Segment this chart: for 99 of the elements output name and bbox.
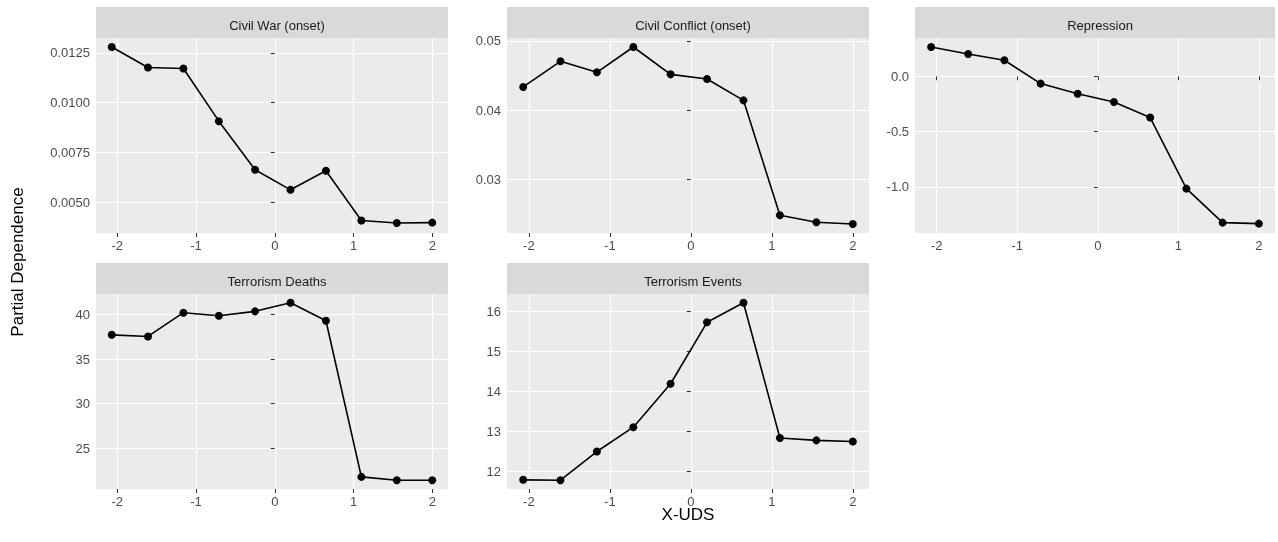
- point: [592, 68, 601, 77]
- x-tick-label: 0: [1094, 238, 1102, 253]
- point: [214, 311, 223, 320]
- x-tick-label: 2: [428, 494, 436, 509]
- y-tick-label: 0.04: [475, 102, 501, 118]
- point: [251, 165, 260, 174]
- point: [107, 42, 116, 51]
- x-tick-label: -1: [190, 494, 202, 509]
- point: [629, 423, 638, 432]
- x-tick-label: 1: [768, 494, 776, 509]
- point: [964, 49, 973, 58]
- point: [286, 298, 295, 307]
- x-tick-label: 1: [768, 238, 776, 253]
- point: [666, 70, 675, 79]
- x-tick-label: 1: [349, 494, 358, 509]
- x-tick-label: -2: [523, 494, 535, 509]
- y-tick-label: 14: [486, 383, 501, 399]
- point: [848, 219, 857, 228]
- point: [1182, 184, 1191, 193]
- y-tick-label: 25: [75, 440, 90, 456]
- point: [1109, 97, 1118, 106]
- y-tick-label: 15: [486, 343, 501, 359]
- chart-title: Terrorism Events: [644, 274, 743, 289]
- y-tick-label: 35: [75, 351, 90, 367]
- x-tick-label: -2: [111, 494, 124, 509]
- point: [321, 316, 330, 325]
- point: [428, 476, 437, 485]
- point: [392, 476, 401, 485]
- y-tick-label: 0.0: [890, 68, 909, 84]
- point: [1036, 79, 1045, 88]
- point: [927, 42, 936, 51]
- x-tick-label: -1: [604, 494, 616, 509]
- chart-title: Repression: [1067, 18, 1133, 33]
- x-tick-label: 0: [271, 494, 279, 509]
- point: [1146, 113, 1155, 122]
- point: [592, 447, 601, 456]
- x-tick-label: 1: [349, 238, 358, 253]
- x-tick-label: -1: [1011, 238, 1024, 253]
- x-tick-label: -1: [604, 238, 616, 253]
- x-tick-label: -2: [930, 238, 943, 253]
- point: [775, 211, 784, 220]
- y-tick-label: 16: [486, 304, 501, 320]
- point: [357, 472, 366, 481]
- y-tick-label: 0.0075: [50, 144, 90, 160]
- y-tick-label: 0.0125: [50, 45, 90, 61]
- point: [143, 63, 152, 72]
- point: [286, 185, 295, 194]
- y-tick-label: -1.0: [886, 179, 909, 195]
- point: [739, 96, 748, 105]
- x-tick-label: -2: [111, 238, 124, 253]
- point: [556, 476, 565, 485]
- point: [107, 330, 116, 339]
- point: [143, 332, 152, 341]
- y-tick-label: 0.0050: [50, 194, 90, 210]
- x-tick-label: 2: [849, 238, 857, 253]
- point: [703, 318, 712, 327]
- point: [848, 437, 857, 446]
- y-tick-label: 40: [75, 307, 90, 323]
- y-tick-label: 0.05: [475, 33, 501, 49]
- x-tick-label: 2: [849, 494, 857, 509]
- point: [1254, 219, 1263, 228]
- point: [357, 216, 366, 225]
- chart-title: Civil Conflict (onset): [635, 18, 751, 33]
- y-tick-label: 12: [486, 463, 501, 479]
- chart-title: Civil War (onset): [229, 18, 325, 33]
- y-tick-label: 0.03: [475, 172, 501, 188]
- x-tick-label: 0: [271, 238, 279, 253]
- point: [775, 433, 784, 442]
- y-tick-label: 30: [75, 396, 90, 412]
- point: [703, 74, 712, 83]
- chart-title: Terrorism Deaths: [227, 274, 327, 289]
- point: [556, 57, 565, 66]
- x-tick-label: -1: [190, 238, 202, 253]
- point: [812, 218, 821, 227]
- point: [666, 379, 675, 388]
- y-tick-label: 13: [486, 423, 501, 439]
- x-tick-label: 0: [687, 238, 695, 253]
- y-tick-label: 0.0100: [50, 95, 90, 111]
- point: [739, 298, 748, 307]
- point: [214, 117, 223, 126]
- y-tick-label: -0.5: [886, 124, 909, 140]
- point: [179, 308, 188, 317]
- x-tick-label: -2: [523, 238, 535, 253]
- x-tick-label: 2: [428, 238, 436, 253]
- point: [1000, 56, 1009, 65]
- x-tick-label: 2: [1255, 238, 1263, 253]
- point: [812, 436, 821, 445]
- point: [629, 43, 638, 52]
- y-axis-title: Partial Dependence: [8, 187, 28, 337]
- point: [251, 307, 260, 316]
- point: [519, 475, 528, 484]
- point: [428, 218, 437, 227]
- point: [321, 166, 330, 175]
- point: [179, 64, 188, 73]
- x-tick-label: 1: [1174, 238, 1182, 253]
- point: [1073, 89, 1082, 98]
- point: [1218, 218, 1227, 227]
- point: [392, 219, 401, 228]
- point: [519, 82, 528, 91]
